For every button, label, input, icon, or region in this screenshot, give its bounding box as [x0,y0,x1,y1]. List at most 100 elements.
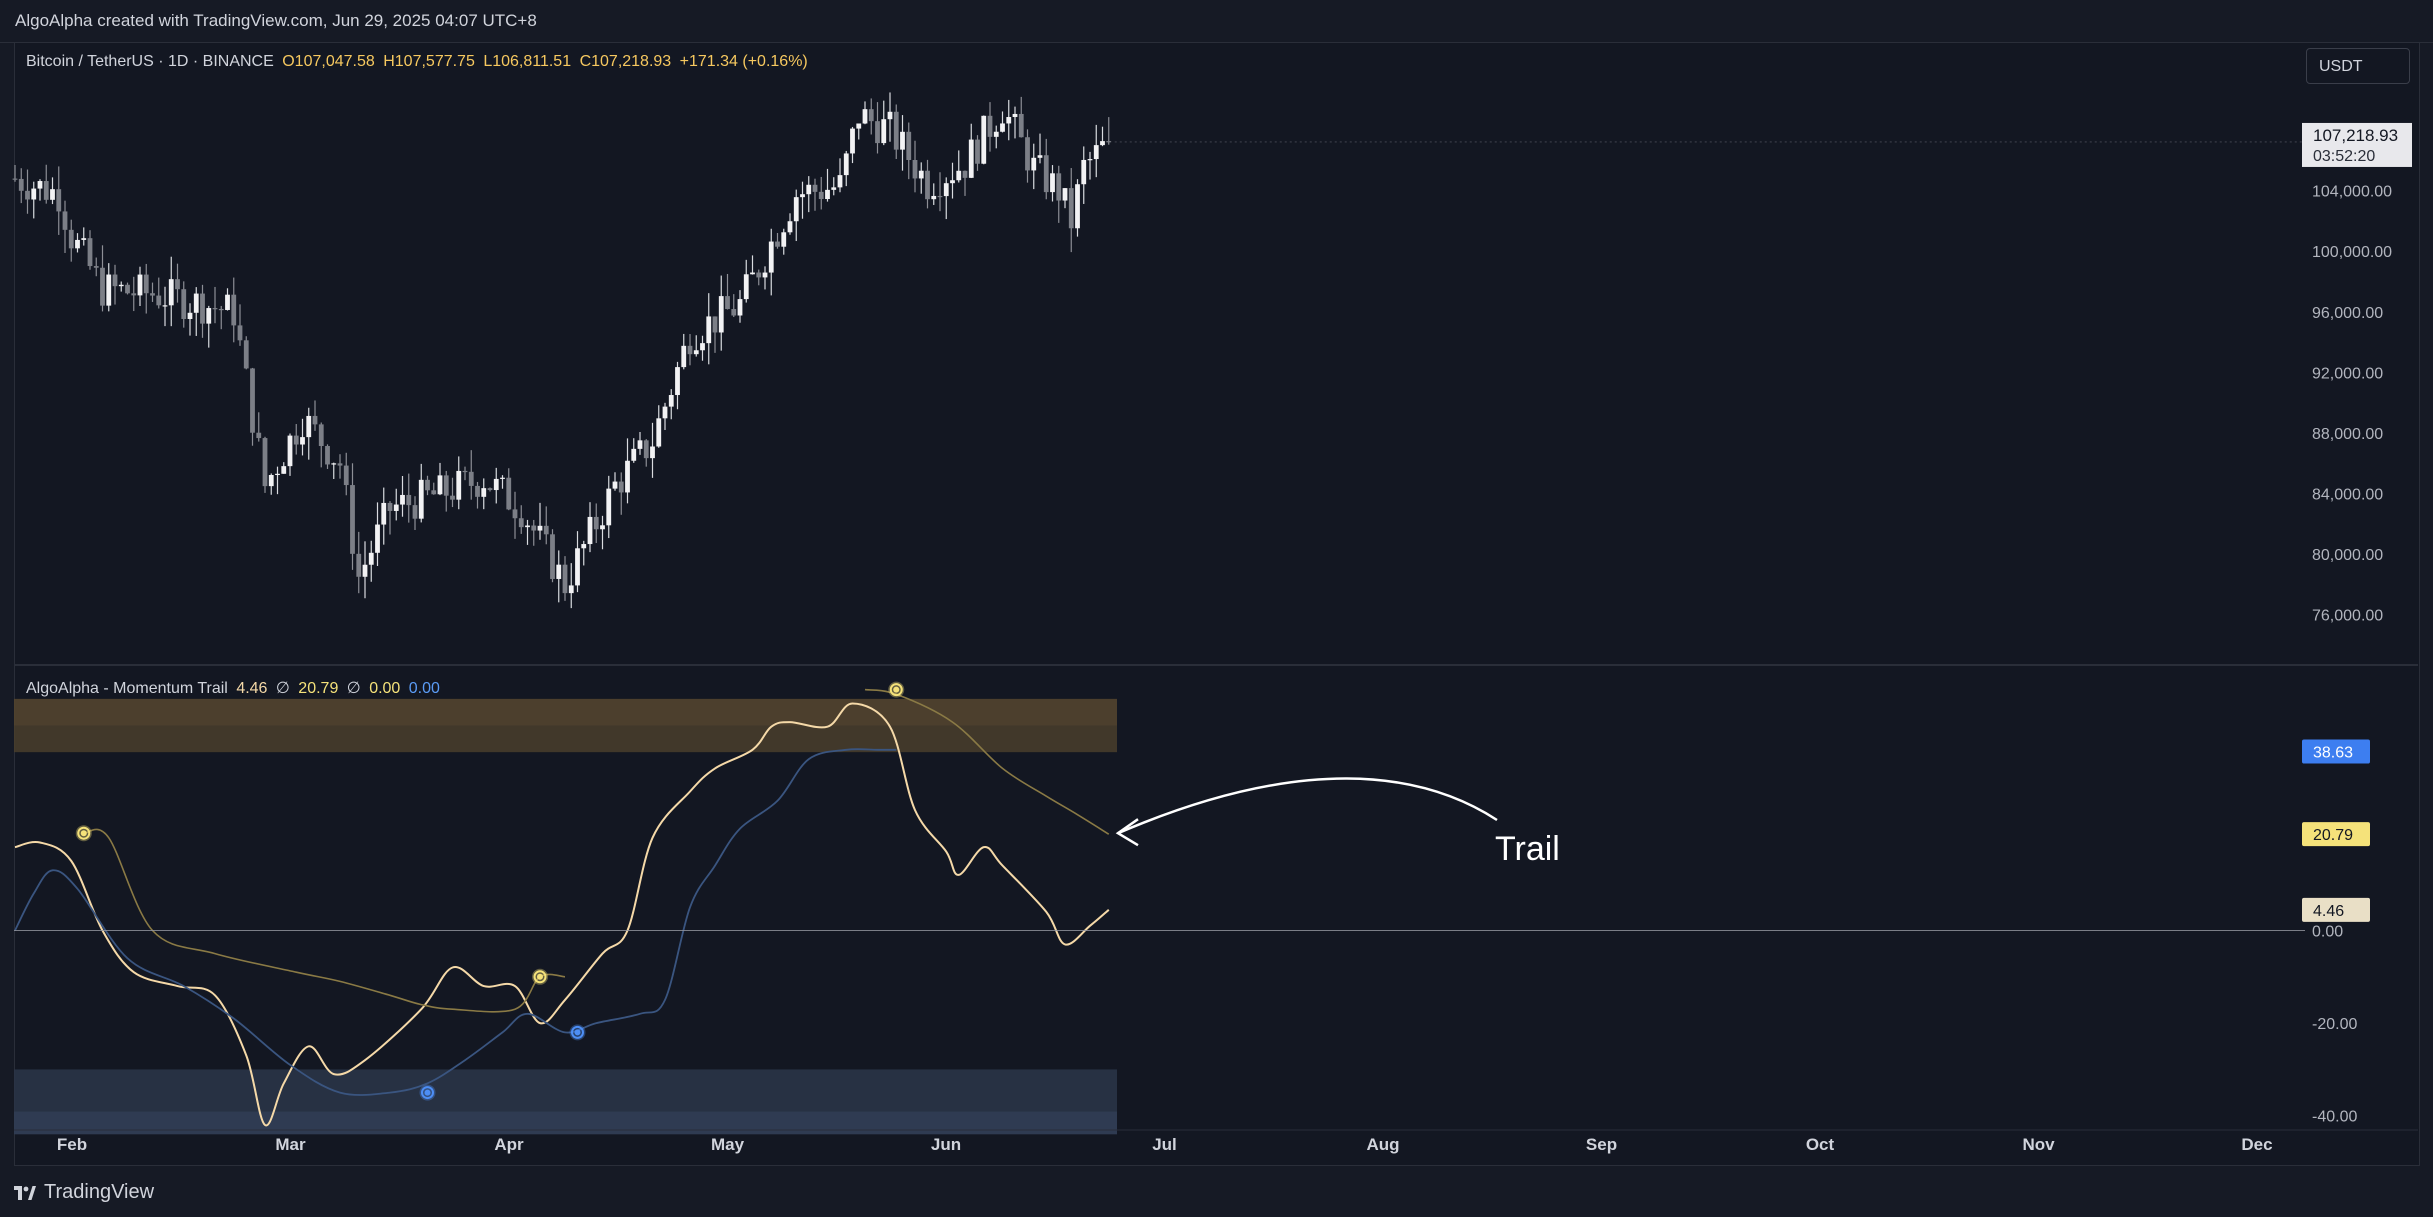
candle [1043,138,1049,200]
candle [731,294,737,318]
candle [762,266,768,290]
candle-body [937,195,943,198]
candle [887,92,893,142]
candle-body [281,466,287,474]
annotation-arrow [1117,777,1498,835]
candle-body [531,525,537,531]
candle-body [562,564,568,594]
candle [175,263,180,303]
currency-button[interactable]: USDT [2306,48,2410,84]
candle-body [887,111,893,120]
candle-body [193,293,199,313]
indicator-tick-label: 0.00 [2312,923,2343,940]
candle [1031,143,1037,190]
candle [56,166,62,235]
candle [737,290,743,323]
tradingview-brand[interactable]: TradingView [14,1181,154,1204]
candle-body [387,502,393,511]
candle [112,264,118,305]
candle [593,503,599,544]
candle [831,177,837,196]
candle [368,540,374,582]
candle [518,505,524,534]
price-tick-label: 92,000.00 [2312,365,2383,382]
candle [393,488,399,521]
candle-body [43,181,49,200]
candle-body [800,194,805,198]
candle-body [506,477,512,510]
candle [693,335,699,357]
candle-body [318,424,324,447]
candle [1068,168,1074,253]
candle [481,478,487,510]
overbought-band [14,698,1117,753]
candle-body [787,221,793,233]
candle [181,281,187,328]
indicator-tick-label: -40.00 [2312,1109,2357,1126]
candle-body [262,438,268,487]
indicator-value-label: 38.63 [2313,745,2353,762]
candle [31,181,37,219]
candle-body [1106,141,1112,143]
candle-body [412,505,418,519]
candle [937,172,943,212]
candle-body [1050,173,1055,193]
candle-body [668,395,674,407]
candle-body [950,180,955,184]
candle [612,472,618,491]
candle-body [337,463,343,466]
candle-body [956,170,962,181]
brand-label: TradingView [44,1181,155,1203]
candle [343,452,349,496]
candle [568,563,574,609]
candle-body [600,525,605,530]
candle [893,104,899,159]
candle [375,502,380,567]
candle-body [837,175,843,188]
candle [400,476,405,517]
signal-dot-ring [889,683,903,697]
candle [243,336,249,370]
candle [525,519,530,545]
indicator-value-box [2302,897,2370,922]
candle-body [112,274,118,287]
candle [1087,151,1093,180]
candle [1106,117,1112,145]
oversold-band-inner [14,1111,1117,1135]
candle-body [62,211,68,230]
month-label: May [711,1135,745,1154]
candle [306,407,312,460]
candle [537,502,543,540]
close-value: C107,218.93 [579,53,672,70]
candles[interactable] [12,92,1112,609]
candle [750,255,755,275]
candle-body [93,266,99,268]
month-label: Mar [275,1135,306,1154]
candle [825,168,830,202]
candle [637,431,643,455]
candle [106,263,112,312]
candle-body [275,473,280,476]
candle [500,475,505,489]
indicator-legend[interactable]: AlgoAlpha - Momentum Trail 4.46 ∅ 20.79 … [26,678,440,698]
candle [331,462,337,480]
candle-body [568,585,574,594]
candle [131,276,137,312]
candle [1012,106,1018,139]
symbol-legend[interactable]: Bitcoin / TetherUS · 1D · BINANCE O107,0… [26,53,808,71]
month-label: Nov [2022,1135,2055,1154]
candle-body [356,553,362,577]
candle [506,468,512,511]
signal-dot-core [424,1089,431,1096]
candle-body [900,131,905,150]
candle-body [150,293,155,296]
candle-body [106,274,112,306]
candle-body [300,437,305,445]
chart-area[interactable] [14,42,2420,1166]
indicator-value-4: 0.00 [408,680,440,697]
candle [512,491,518,539]
yellow-signal-dot [532,968,548,985]
candle [681,333,687,370]
candle [93,257,99,277]
